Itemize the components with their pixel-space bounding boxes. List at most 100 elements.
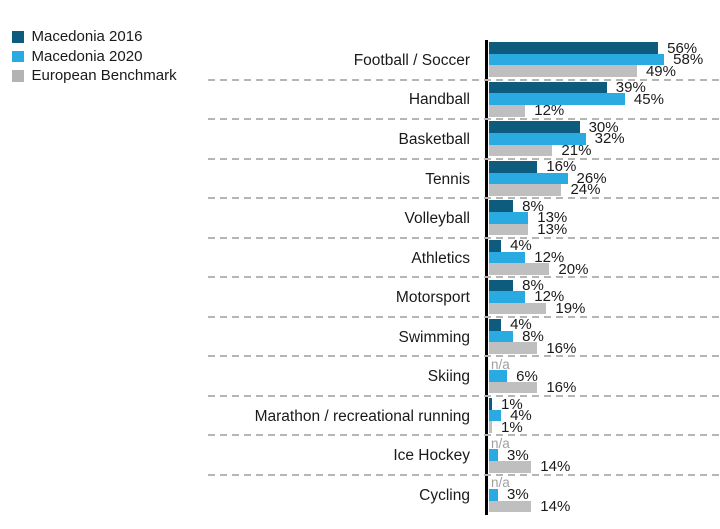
bar-european-benchmark — [489, 421, 493, 433]
bar-value-label: 45% — [633, 90, 664, 108]
bar-macedonia-2020 — [489, 172, 568, 185]
row-separator-dashed — [208, 394, 720, 397]
bar-macedonia-2016 — [489, 319, 502, 331]
bar-line: 8% — [489, 276, 720, 294]
bar-line: 4% — [489, 317, 720, 332]
bar-european-benchmark — [489, 342, 538, 354]
category-row: Football / Soccer 56% 58% 49% — [0, 40, 720, 81]
bar-european-benchmark — [489, 302, 547, 315]
row-separator-dashed — [208, 276, 720, 279]
bar-value-na-label: n/a — [491, 356, 510, 372]
legend-item-macedonia-2020: Macedonia 2020 — [12, 47, 177, 67]
category-bars: 4% 12% 20% — [489, 238, 720, 278]
bar-value-label: 3% — [507, 486, 529, 504]
bar-value-label: 30% — [588, 118, 619, 136]
bar-macedonia-2020 — [489, 291, 526, 303]
bar-macedonia-2020 — [489, 449, 499, 461]
legend-label: Macedonia 2020 — [31, 47, 143, 65]
bar-line: n/a — [489, 356, 720, 372]
bar-line: 3% — [489, 448, 720, 463]
category-label: Motorsport — [395, 289, 470, 307]
bar-macedonia-2016 — [489, 160, 538, 173]
category-bars: 4% 8% 16% — [489, 317, 720, 357]
legend-label: European Benchmark — [31, 67, 177, 85]
category-bars: n/a 3% 14% — [489, 435, 720, 475]
legend-swatch-european-benchmark — [12, 70, 24, 82]
bar-line: 19% — [489, 301, 720, 316]
row-separator-dashed — [208, 118, 720, 121]
legend-item-macedonia-2016: Macedonia 2016 — [12, 27, 177, 47]
row-separator-dashed — [208, 315, 720, 318]
row-separator-dashed — [208, 197, 720, 200]
bar-macedonia-2016 — [489, 42, 659, 54]
category-label: Basketball — [398, 131, 470, 149]
bar-european-benchmark — [489, 381, 538, 394]
category-label: Swimming — [398, 328, 470, 346]
bar-macedonia-2020 — [489, 251, 526, 264]
bar-european-benchmark — [489, 223, 529, 236]
bar-value-label: 8% — [522, 197, 544, 215]
bar-european-benchmark — [489, 263, 550, 275]
legend-item-european-benchmark: European Benchmark — [12, 66, 177, 86]
bar-value-label: 13% — [537, 209, 568, 227]
bar-line: 12% — [489, 289, 720, 304]
bar-value-label: 16% — [546, 339, 577, 357]
category-label: Cycling — [419, 486, 470, 504]
bar-line: 8% — [489, 197, 720, 215]
bar-line: 16% — [489, 159, 720, 174]
bar-line: 12% — [489, 250, 720, 265]
bar-european-benchmark — [489, 144, 553, 157]
legend-swatch-macedonia-2020 — [12, 50, 24, 62]
bar-line: 16% — [489, 339, 720, 357]
category-row: Athletics 4% 12% 20% — [0, 238, 720, 279]
category-bars: 30% 32% 21% — [489, 118, 720, 159]
bar-european-benchmark — [489, 105, 526, 117]
bar-value-label: 20% — [558, 260, 589, 278]
row-separator-dashed — [208, 355, 720, 358]
bar-value-label: 4% — [510, 407, 532, 425]
bar-value-label: 8% — [522, 276, 544, 294]
bar-value-label: 32% — [594, 130, 625, 148]
category-label: Skiing — [427, 368, 470, 386]
bar-value-label: 21% — [561, 141, 592, 159]
row-separator-dashed — [208, 78, 720, 81]
bar-value-na-label: n/a — [491, 435, 510, 451]
legend-label: Macedonia 2016 — [31, 28, 143, 46]
bar-line: 12% — [489, 103, 720, 118]
row-separator-dashed — [208, 236, 720, 239]
bar-macedonia-2020 — [489, 93, 625, 106]
category-row: Skiing n/a 6% 16% — [0, 356, 720, 397]
bar-macedonia-2020 — [489, 330, 514, 343]
legend: Macedonia 2016 Macedonia 2020 European B… — [12, 27, 177, 86]
bar-line: 56% — [489, 41, 720, 56]
category-bars: 8% 13% 13% — [489, 197, 720, 237]
bar-value-label: 24% — [570, 181, 601, 199]
bar-value-label: 14% — [540, 497, 571, 515]
bar-value-label: 8% — [522, 328, 544, 346]
category-bars: 1% 4% 1% — [489, 397, 720, 436]
bar-macedonia-2020 — [489, 53, 665, 66]
category-row: Motorsport 8% 12% 19% — [0, 276, 720, 318]
category-row: Tennis 16% 26% 24% — [0, 159, 720, 200]
category-bars: 16% 26% 24% — [489, 159, 720, 199]
bar-value-label: 1% — [501, 418, 523, 436]
bar-value-na-label: n/a — [491, 475, 510, 491]
bar-macedonia-2016 — [489, 240, 502, 252]
bar-line: 49% — [489, 64, 720, 79]
bar-value-label: 16% — [546, 379, 577, 397]
bar-chart: Football / Soccer 56% 58% 49% Handball 39% 45%… — [0, 40, 720, 515]
bar-macedonia-2020 — [489, 212, 529, 224]
bar-line: 1% — [489, 397, 720, 412]
bar-line: 24% — [489, 181, 720, 199]
bar-value-label: 39% — [615, 79, 646, 97]
row-separator-dashed — [208, 157, 720, 160]
category-label: Athletics — [411, 249, 470, 267]
category-row: Ice Hockey n/a 3% 14% — [0, 435, 720, 477]
bar-macedonia-2016 — [489, 279, 514, 292]
bar-line: 3% — [489, 486, 720, 504]
bar-macedonia-2020 — [489, 370, 508, 382]
legend-swatch-macedonia-2016 — [12, 31, 24, 43]
bar-value-label: 26% — [576, 169, 607, 187]
bar-line: 1% — [489, 418, 720, 436]
bar-line: 8% — [489, 328, 720, 346]
